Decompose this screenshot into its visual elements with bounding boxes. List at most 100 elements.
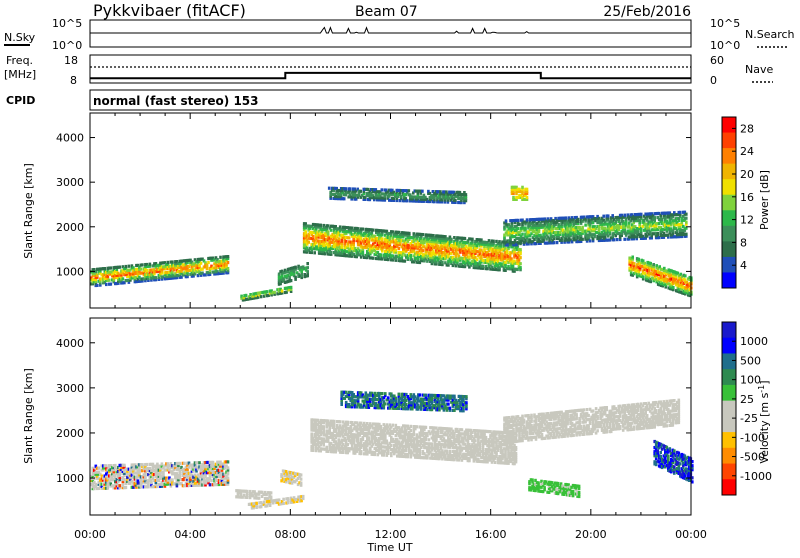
scatter-cell [167,261,170,264]
scatter-cell [362,228,365,231]
scatter-cell [518,223,521,226]
station-title: Pykkvibaer (fitACF) [93,1,246,20]
scatter-cell [212,461,215,464]
scatter-cell [306,270,309,273]
y-tick-label: 3000 [56,176,84,189]
scatter-cell [270,491,273,494]
scatter-cell [183,462,186,465]
scatter-cell [640,213,643,216]
scatter-cell [519,266,522,269]
scatter-cell [219,256,222,259]
cpid-label: CPID [6,94,35,107]
scatter-cell [521,186,524,189]
scatter-cell [260,295,263,298]
colorbar-tick-label: 28 [740,122,754,135]
scatter-cell [519,262,522,265]
scatter-cell [471,238,474,241]
beam-title: Beam 07 [355,4,418,20]
power-ylabel: Slant Range [km] [22,163,35,259]
scatter-cell [517,219,520,222]
scatter-cell [304,230,307,233]
scatter-cell [330,251,333,254]
nave-right-tick-top: 60 [710,54,724,67]
scatter-cell [227,267,230,270]
scatter-cell [344,187,347,190]
scatter-cell [611,214,614,217]
scatter-cell [679,211,682,214]
scatter-cell [263,501,266,504]
scatter-cell [406,199,409,202]
scatter-cell [422,249,425,252]
scatter-cell [584,224,587,227]
scatter-cell [141,263,144,266]
scatter-cell [359,190,362,193]
scatter-cell [287,497,290,500]
scatter-cell [149,263,152,266]
scatter-cell [227,466,230,469]
scatter-cell [209,483,212,486]
freq-unit-label: [MHz] [4,68,36,81]
scatter-cell [492,240,495,243]
colorbar-swatch [722,164,736,180]
scatter-cell [421,190,424,193]
scatter-cell [642,275,645,278]
scatter-cell [623,214,626,217]
nsky-left-tick-top: 10^5 [52,17,82,30]
colorbar-tick-label: 16 [740,191,754,204]
scatter-cell [171,260,174,263]
scatter-cell [613,238,616,241]
scatter-cell [281,289,284,292]
scatter-cell [519,248,522,251]
scatter-cell [98,467,101,470]
scatter-cell [310,433,313,436]
scatter-cell [398,247,401,250]
scatter-cell [114,464,117,467]
scatter-cell [325,446,328,449]
colorbar-swatch [722,117,736,133]
scatter-cell [198,461,201,464]
scatter-cell [200,262,203,265]
y-tick-label: 2000 [56,221,84,234]
velocity-scatter [90,391,694,510]
scatter-cell [553,241,556,244]
scatter-cell [482,265,485,268]
scatter-cell [146,269,149,272]
scatter-cell [255,502,258,505]
scatter-cell [128,265,131,268]
colorbar-tick-label: 4 [740,259,747,272]
freq-left-tick-bottom: 8 [70,74,77,87]
freq-left-tick-top: 18 [64,54,78,67]
scatter-cell [330,229,333,232]
scatter-cell [505,219,508,222]
scatter-cell [441,261,444,264]
scatter-cell [333,420,336,423]
scatter-cell [422,233,425,236]
scatter-cell [408,232,411,235]
scatter-cell [381,188,384,191]
power-scatter [90,186,693,302]
scatter-cell [404,260,407,263]
scatter-cell [685,213,688,216]
scatter-cell [685,221,688,224]
scatter-cell [95,483,98,486]
scatter-cell [280,473,283,476]
scatter-cell [140,268,143,271]
scatter-cell [245,294,248,297]
scatter-cell [110,266,113,269]
scatter-cell [179,462,182,465]
scatter-cell [685,233,688,236]
nsky-right-tick-bottom: 10^0 [710,39,740,52]
y-tick-label: 1000 [56,265,84,278]
nsky-left-tick-bottom: 10^0 [52,39,82,52]
freq-trace [90,73,691,78]
scatter-cell [273,291,276,294]
scatter-cell [408,189,411,192]
scatter-cell [372,257,375,260]
colorbar-swatch [722,210,736,226]
colorbar-tick-label: 24 [740,145,754,158]
scatter-cell [521,233,524,236]
scatter-cell [653,216,656,219]
